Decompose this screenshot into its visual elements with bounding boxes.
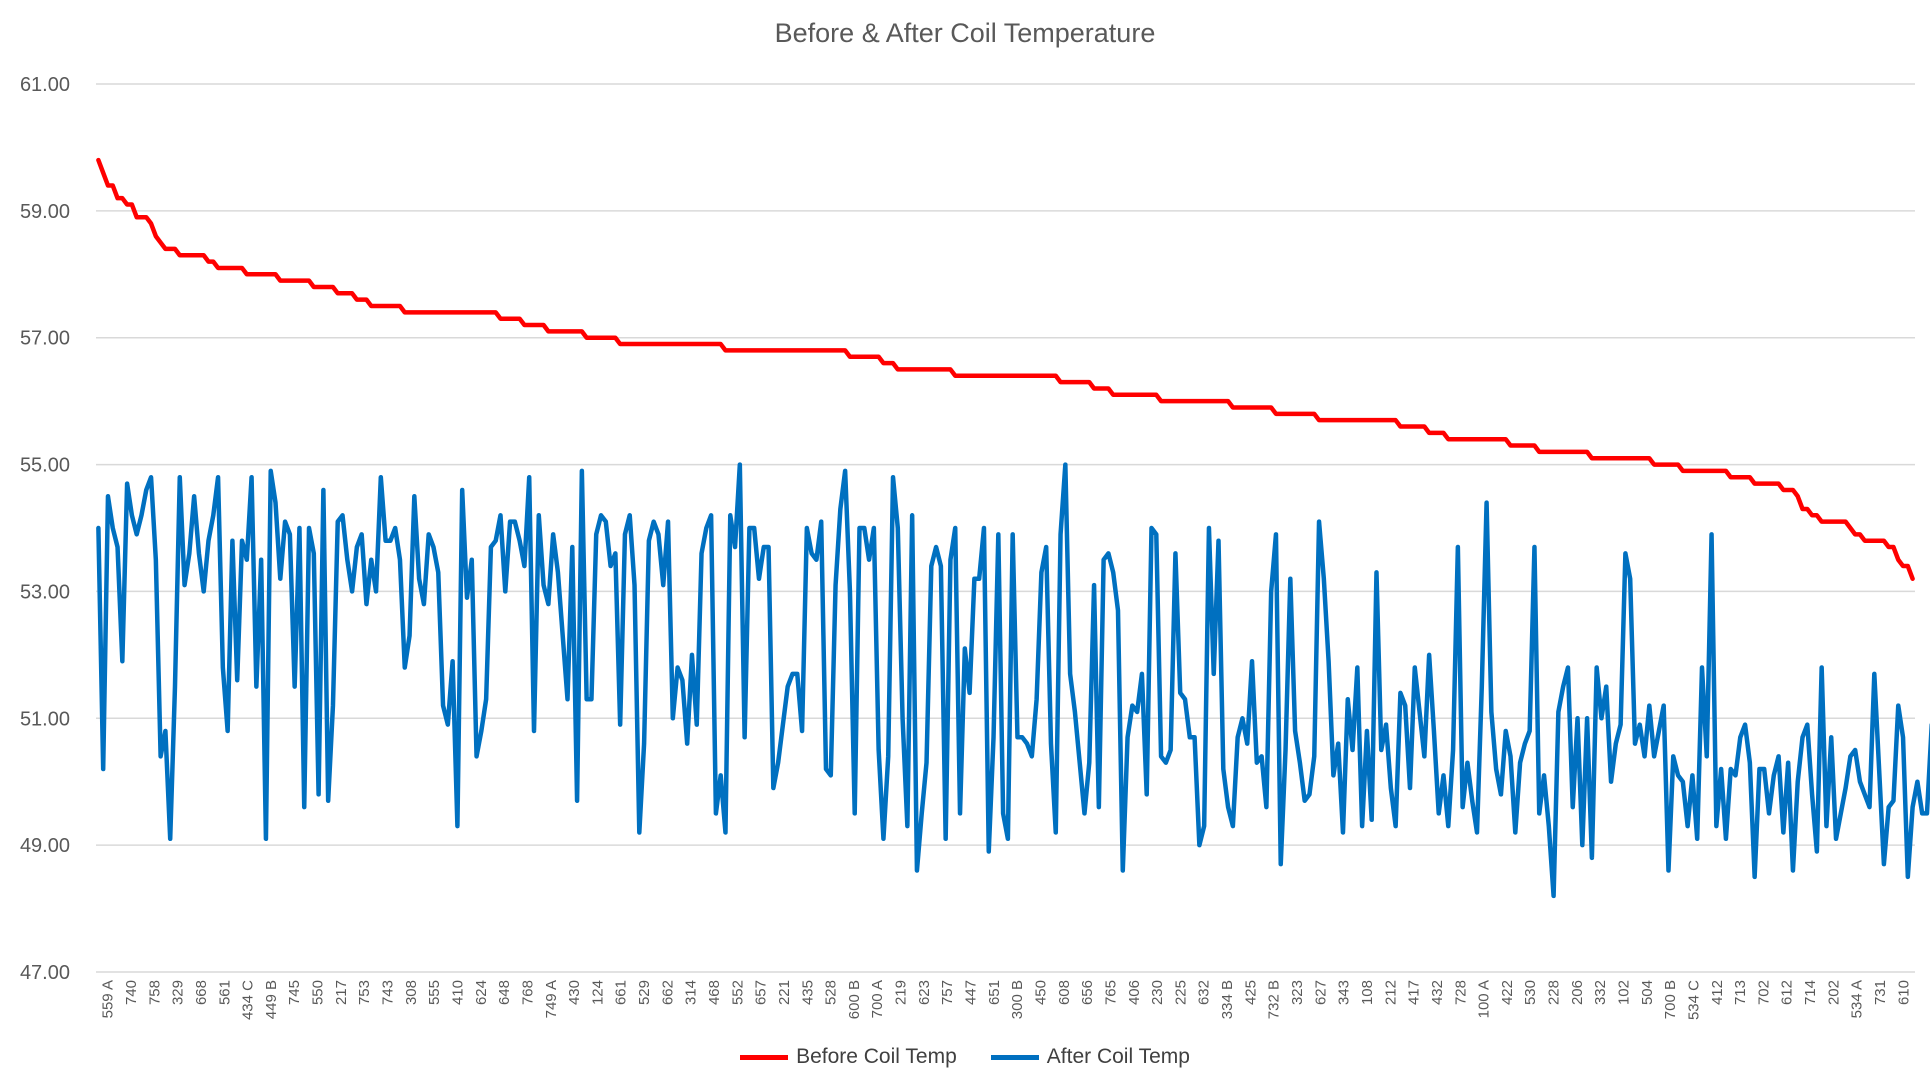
x-tick-label: 632 (1196, 980, 1213, 1005)
x-tick-label: 529 (636, 980, 653, 1005)
x-tick-label: 343 (1336, 980, 1353, 1005)
x-tick-label: 468 (706, 980, 723, 1005)
legend-item-before: Before Coil Temp (740, 1045, 957, 1069)
x-tick-label: 657 (753, 980, 770, 1005)
x-tick-label: 743 (380, 980, 397, 1005)
x-tick-label: 412 (1709, 980, 1726, 1005)
x-tick-label: 504 (1639, 980, 1656, 1005)
x-tick-label: 450 (1032, 980, 1049, 1005)
x-tick-label: 612 (1779, 980, 1796, 1005)
x-tick-label: 668 (193, 980, 210, 1005)
x-tick-label: 410 (449, 980, 466, 1005)
x-tick-label: 435 (799, 980, 816, 1005)
x-tick-label: 700 A (869, 980, 886, 1018)
x-tick-label: 329 (170, 980, 187, 1005)
series-line-before-coil-temp (96, 157, 1915, 581)
x-tick-label: 627 (1312, 980, 1329, 1005)
y-tick-label: 61.00 (20, 74, 70, 96)
y-tick-label: 47.00 (20, 962, 70, 984)
x-tick-label: 219 (893, 980, 910, 1005)
x-tick-label: 417 (1406, 980, 1423, 1005)
x-tick-label: 534 C (1685, 980, 1702, 1020)
x-tick-label: 623 (916, 980, 933, 1005)
x-tick-label: 432 (1429, 980, 1446, 1005)
y-tick-label: 55.00 (20, 455, 70, 477)
y-tick-label: 51.00 (20, 708, 70, 730)
x-tick-label: 765 (1102, 980, 1119, 1005)
x-tick-label: 314 (683, 980, 700, 1005)
x-tick-label: 656 (1079, 980, 1096, 1005)
x-tick-label: 534 A (1849, 980, 1866, 1018)
x-tick-label: 700 B (1662, 980, 1679, 1019)
x-tick-label: 713 (1732, 980, 1749, 1005)
x-tick-label: 552 (729, 980, 746, 1005)
y-tick-label: 59.00 (20, 201, 70, 223)
x-tick-label: 225 (1172, 980, 1189, 1005)
x-tick-label: 449 B (263, 980, 280, 1019)
legend-item-after: After Coil Temp (990, 1045, 1190, 1069)
x-tick-label: 749 A (543, 980, 560, 1018)
x-tick-label: 434 C (240, 980, 257, 1020)
x-tick-label: 300 B (1009, 980, 1026, 1019)
x-tick-label: 221 (776, 980, 793, 1005)
x-tick-label: 530 (1522, 980, 1539, 1005)
x-tick-label: 430 (566, 980, 583, 1005)
x-tick-label: 217 (333, 980, 350, 1005)
x-tick-label: 528 (823, 980, 840, 1005)
x-tick-label: 406 (1126, 980, 1143, 1005)
x-tick-label: 745 (286, 980, 303, 1005)
legend-swatch-before (740, 1054, 789, 1060)
x-tick-label: 732 B (1266, 980, 1283, 1019)
x-tick-label: 332 (1592, 980, 1609, 1005)
x-tick-label: 100 A (1476, 980, 1493, 1018)
x-tick-label: 731 (1872, 980, 1889, 1005)
x-tick-label: 610 (1895, 980, 1912, 1005)
x-tick-label: 447 (963, 980, 980, 1005)
x-tick-label: 202 (1825, 980, 1842, 1005)
x-tick-label: 422 (1499, 980, 1516, 1005)
x-tick-label: 124 (589, 980, 606, 1005)
legend: Before Coil Temp After Coil Temp (0, 1045, 1930, 1069)
x-tick-label: 702 (1755, 980, 1772, 1005)
x-tick-label: 323 (1289, 980, 1306, 1005)
x-tick-label: 757 (939, 980, 956, 1005)
x-tick-label: 648 (496, 980, 513, 1005)
x-tick-label: 728 (1452, 980, 1469, 1005)
x-tick-label: 661 (613, 980, 630, 1005)
x-tick-label: 228 (1546, 980, 1563, 1005)
x-tick-label: 102 (1615, 980, 1632, 1005)
x-tick-label: 334 B (1219, 980, 1236, 1019)
y-tick-label: 57.00 (20, 328, 70, 350)
legend-label-before: Before Coil Temp (796, 1045, 957, 1068)
x-tick-label: 555 (426, 980, 443, 1005)
x-tick-label: 768 (519, 980, 536, 1005)
x-tick-label: 230 (1149, 980, 1166, 1005)
x-tick-label: 753 (356, 980, 373, 1005)
x-tick-label: 108 (1359, 980, 1376, 1005)
x-tick-label: 662 (659, 980, 676, 1005)
x-tick-label: 740 (123, 980, 140, 1005)
y-tick-label: 49.00 (20, 835, 70, 857)
x-tick-label: 608 (1056, 980, 1073, 1005)
x-tick-label: 212 (1382, 980, 1399, 1005)
x-tick-label: 651 (986, 980, 1003, 1005)
x-tick-label: 559 A (100, 980, 117, 1018)
x-tick-label: 714 (1802, 980, 1819, 1005)
x-tick-label: 600 B (846, 980, 863, 1019)
legend-label-after: After Coil Temp (1046, 1045, 1190, 1068)
x-tick-label: 308 (403, 980, 420, 1005)
x-tick-label: 550 (310, 980, 327, 1005)
series-line-after-coil-temp (96, 462, 1930, 899)
legend-swatch-after (990, 1054, 1039, 1060)
x-tick-label: 206 (1569, 980, 1586, 1005)
x-tick-label: 561 (216, 980, 233, 1005)
x-tick-label: 758 (146, 980, 163, 1005)
y-tick-label: 53.00 (20, 581, 70, 603)
x-tick-label: 425 (1242, 980, 1259, 1005)
chart-title: Before & After Coil Temperature (774, 18, 1156, 48)
x-tick-label: 624 (473, 980, 490, 1005)
